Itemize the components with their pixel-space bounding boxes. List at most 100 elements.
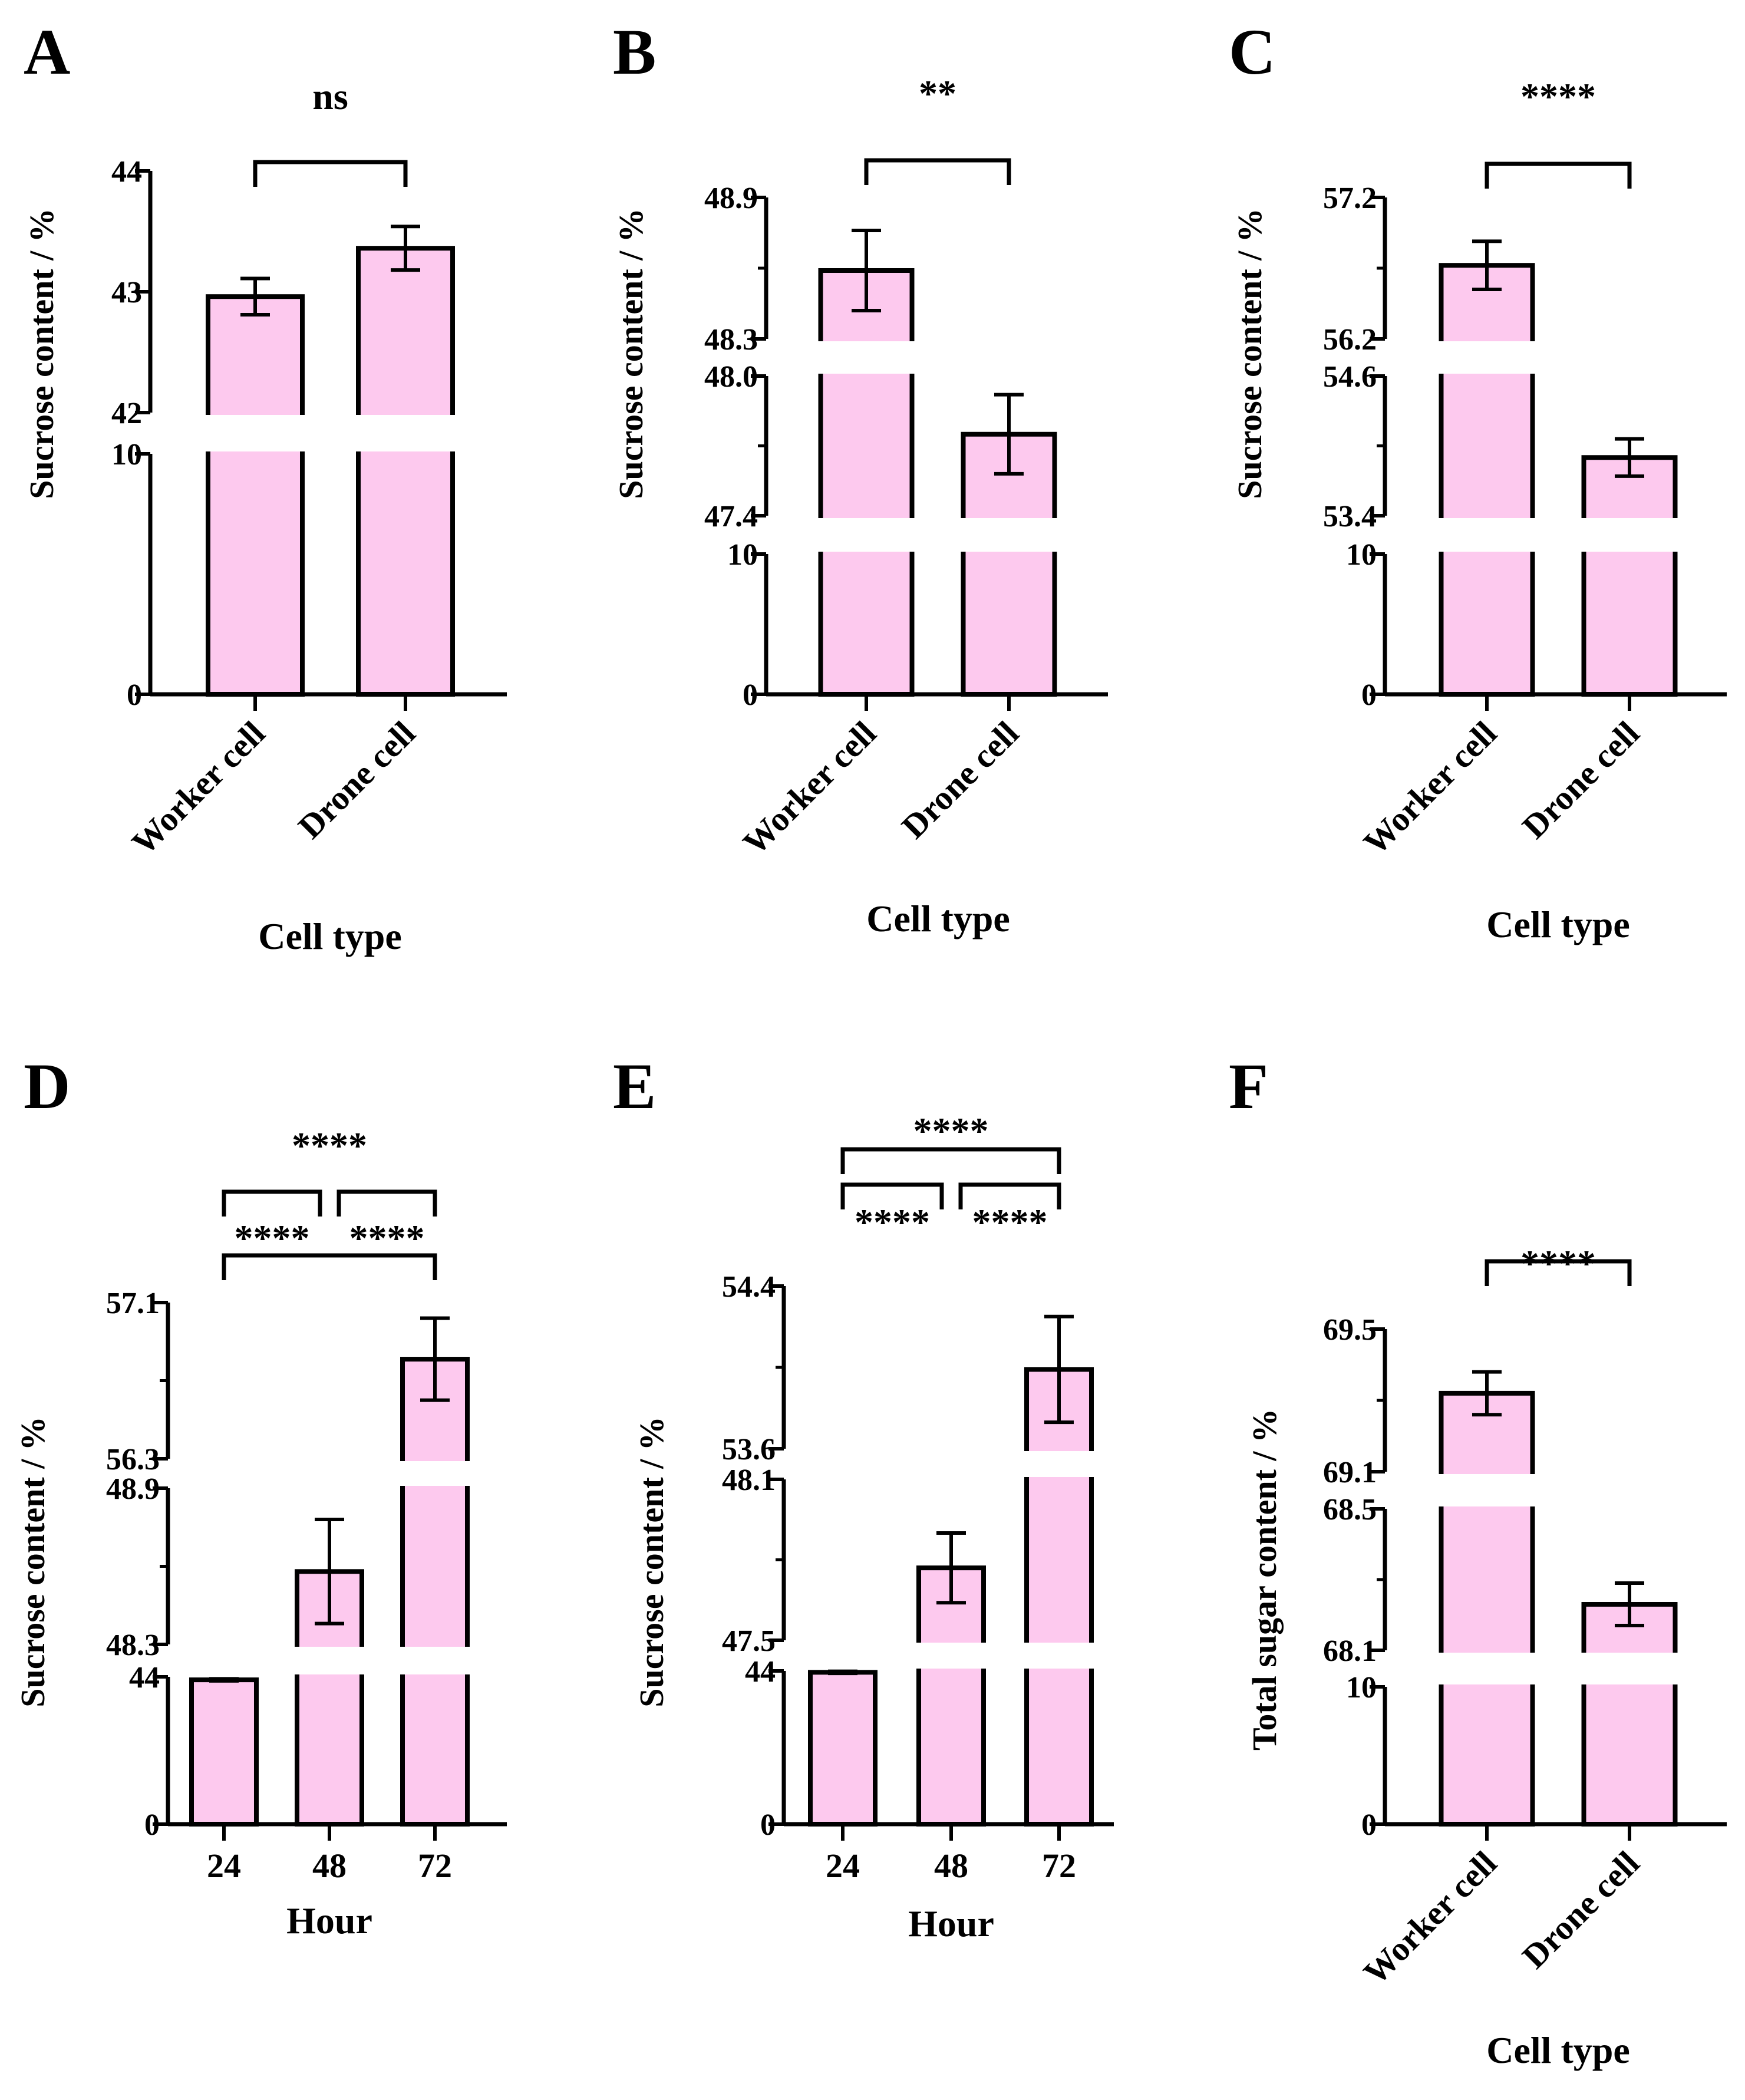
significance-label: ****: [1520, 75, 1596, 117]
significance-label: ****: [972, 1201, 1048, 1243]
x-tick-label: Drone cell: [1515, 714, 1647, 846]
y-tick-label: 0: [760, 1808, 776, 1842]
significance-bracket: [1485, 1259, 1632, 1286]
significance-label: ****: [855, 1201, 930, 1243]
y-tick-label: 48.3: [106, 1628, 160, 1662]
significance-bracket: [840, 1182, 944, 1209]
y-tick-label: 48.9: [106, 1472, 160, 1506]
panel-label: F: [1229, 1050, 1268, 1122]
y-axis-title: Sucrose content / %: [612, 208, 650, 499]
panel-label: D: [24, 1050, 70, 1122]
significance-bracket: [337, 1189, 437, 1217]
panel-c: C 0 10 53.4 54.656.2 57.2 Worker cell Drone cel…: [1229, 16, 1727, 945]
axis-break-gap: [156, 1647, 507, 1674]
y-tick-label: 56.3: [106, 1443, 160, 1476]
y-tick-label: 0: [1361, 678, 1377, 712]
x-tick-label: Worker cell: [1356, 1844, 1504, 1992]
significance-label: ****: [1520, 1242, 1596, 1284]
axis-break-gap: [754, 341, 1108, 374]
bar: [1581, 455, 1678, 697]
y-axis-title: Sucrose content / %: [1231, 208, 1269, 499]
y-axis-title: Sucrose content / %: [14, 1416, 52, 1707]
x-tick-label: 72: [1042, 1847, 1076, 1885]
panel-label: E: [613, 1050, 656, 1122]
y-tick-label: 0: [743, 678, 758, 712]
significance-label: ****: [349, 1217, 425, 1259]
bar: [400, 1357, 470, 1827]
y-tick-label: 10: [1346, 538, 1377, 572]
panel-b: B 0 10 47.4 48.048.3 48.9 Worker cell Drone cel…: [612, 16, 1108, 939]
y-tick-label: 53.4: [1323, 500, 1377, 533]
axis-break-gap: [156, 1461, 507, 1486]
significance-label: **: [919, 72, 956, 114]
x-tick-label: Drone cell: [894, 714, 1026, 846]
y-tick-label: 68.1: [1323, 1634, 1377, 1668]
y-tick-label: 53.6: [722, 1433, 776, 1466]
x-tick-label: 72: [418, 1847, 452, 1885]
x-tick-label: Drone cell: [291, 714, 423, 846]
bar: [818, 268, 915, 697]
panel-label: A: [24, 16, 70, 88]
bar: [189, 1677, 259, 1827]
x-axis-title: Cell type: [866, 898, 1010, 939]
axis-break-gap: [1373, 1474, 1727, 1506]
y-tick-label: 47.5: [722, 1624, 776, 1658]
bar: [1024, 1367, 1094, 1827]
y-tick-label: 69.5: [1323, 1313, 1377, 1347]
panel-a: A 0 10 42 43 44 Worker cell Drone cell Cell type…: [22, 16, 507, 957]
significance-label: ****: [235, 1217, 310, 1259]
bar: [1439, 1390, 1535, 1827]
significance-bracket: [1485, 161, 1632, 189]
y-tick-label: 42: [111, 397, 142, 430]
y-tick-label: 54.6: [1323, 360, 1377, 394]
bar: [1439, 263, 1535, 697]
x-tick-label: Drone cell: [1515, 1844, 1647, 1976]
y-tick-label: 0: [144, 1808, 160, 1842]
x-axis-title: Hour: [286, 1900, 372, 1941]
significance-bracket: [958, 1182, 1061, 1209]
y-axis-title: Total sugar content / %: [1245, 1409, 1284, 1750]
x-axis-title: Cell type: [258, 915, 402, 957]
y-tick-label: 43: [111, 276, 142, 309]
x-tick-label: 48: [312, 1847, 347, 1885]
x-axis-title: Cell type: [1486, 904, 1630, 945]
y-tick-label: 10: [1346, 1671, 1377, 1705]
x-tick-label: Worker cell: [735, 714, 883, 862]
bar: [808, 1670, 878, 1827]
x-tick-label: 24: [826, 1847, 860, 1885]
significance-bracket: [864, 158, 1011, 185]
significance-bracket: [840, 1147, 1061, 1174]
y-tick-label: 48.0: [704, 360, 758, 394]
panel-label: B: [613, 16, 656, 88]
significance-bracket: [253, 160, 408, 187]
y-axis-title: Sucrose content / %: [632, 1416, 671, 1707]
y-tick-label: 48.3: [704, 323, 758, 357]
y-tick-label: 0: [1361, 1808, 1377, 1842]
y-tick-label: 47.4: [704, 500, 758, 533]
x-tick-label: Worker cell: [1356, 714, 1504, 862]
y-tick-label: 57.2: [1323, 182, 1377, 215]
bar: [206, 294, 305, 697]
axis-break-gap: [1373, 518, 1727, 552]
x-tick-label: Worker cell: [124, 714, 272, 862]
significance-label: ns: [312, 75, 348, 117]
panel-label: C: [1229, 16, 1275, 88]
axis-break-gap: [138, 415, 507, 451]
axis-break-gap: [772, 1451, 1114, 1477]
y-tick-label: 54.4: [722, 1270, 776, 1304]
y-tick-label: 57.1: [106, 1287, 160, 1320]
x-tick-label: 48: [934, 1847, 968, 1885]
axis-break-gap: [1373, 341, 1727, 374]
y-tick-label: 48.1: [722, 1463, 776, 1497]
x-axis-title: Cell type: [1486, 2029, 1630, 2071]
x-tick-label: 24: [207, 1847, 241, 1885]
significance-label: ****: [913, 1110, 989, 1152]
y-tick-label: 10: [727, 538, 758, 572]
axis-break-gap: [1373, 1653, 1727, 1684]
significance-bracket: [222, 1189, 322, 1217]
y-tick-label: 44: [111, 155, 142, 189]
